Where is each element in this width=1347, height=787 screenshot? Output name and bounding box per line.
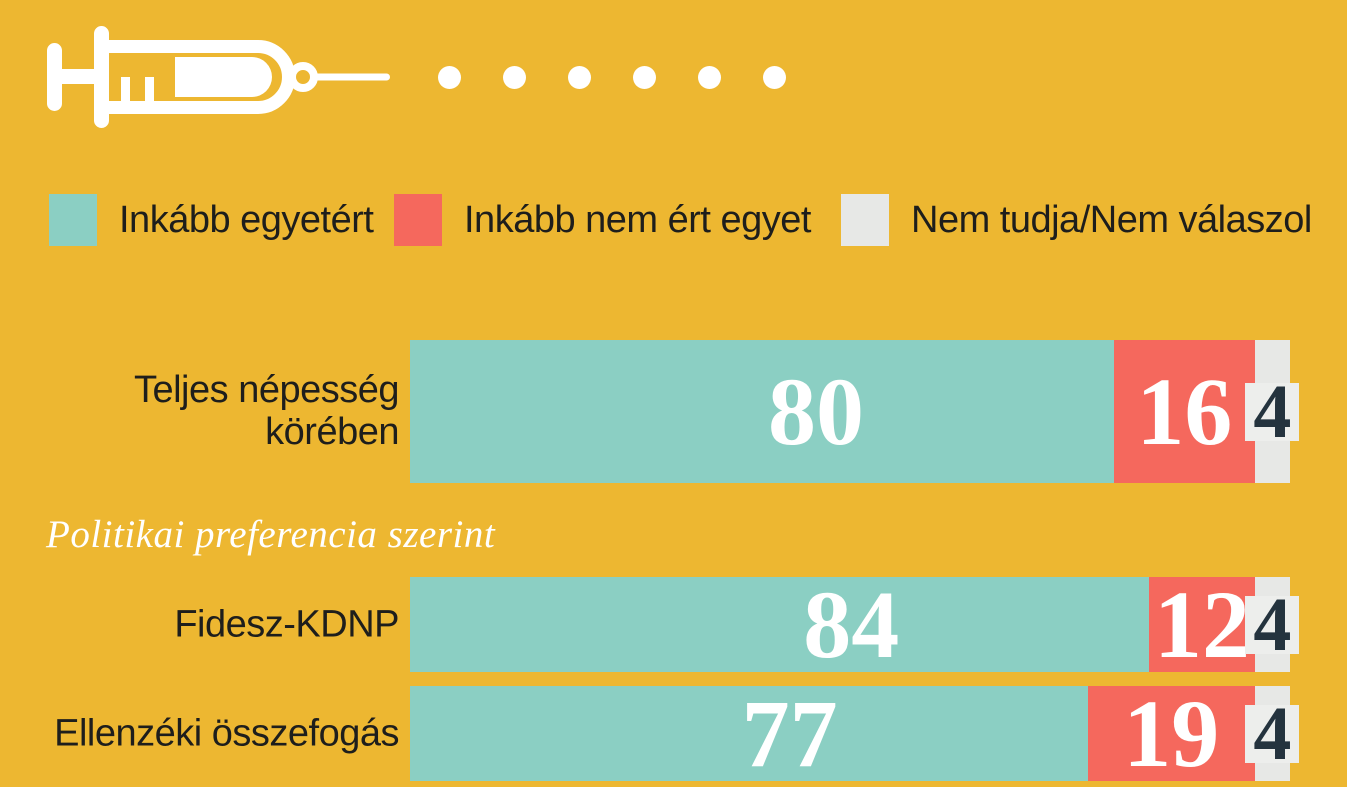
legend-swatch-unknown (841, 194, 889, 246)
row-label-line: Fidesz-KDNP (174, 603, 399, 646)
bar-row-teljes-nepesseg: Teljes népesség körében 80 16 4 (0, 340, 1347, 483)
segment-unknown: 4 (1245, 577, 1300, 672)
segment-agree: 84 (410, 570, 1150, 678)
row-label-line: Teljes népesség (133, 368, 400, 411)
legend-swatch-disagree (394, 194, 442, 246)
value-unknown: 4 (1253, 582, 1292, 667)
bar-track: 84 12 4 (410, 570, 1300, 678)
dot (568, 66, 591, 89)
row-label-line: körében (265, 411, 399, 454)
legend-item-unknown: Nem tudja/Nem válaszol (841, 194, 1312, 246)
dot (503, 66, 526, 89)
value-disagree: 19 (1123, 679, 1220, 787)
unknown-badge: 4 (1245, 587, 1300, 663)
value-unknown: 4 (1253, 369, 1292, 454)
legend-swatch-agree (49, 194, 97, 246)
row-label: Ellenzéki összefogás (0, 712, 399, 755)
segment-disagree: 19 (1087, 679, 1255, 787)
legend-item-disagree: Inkább nem ért egyet (394, 194, 812, 246)
value-disagree: 16 (1136, 357, 1233, 465)
bar-row-ellenzeki-osszefogas: Ellenzéki összefogás 77 19 4 (0, 679, 1347, 787)
segment-disagree: 12 (1149, 570, 1255, 678)
value-agree: 77 (741, 679, 838, 787)
legend-label-agree: Inkább egyetért (119, 198, 374, 241)
value-agree: 84 (803, 570, 900, 678)
segment-unknown: 4 (1245, 686, 1300, 781)
segment-unknown: 4 (1245, 340, 1300, 483)
segment-disagree: 16 (1114, 340, 1255, 483)
value-disagree: 12 (1153, 570, 1250, 678)
row-label-line: Ellenzéki összefogás (54, 712, 399, 755)
section-label: Politikai preferencia szerint (46, 513, 496, 556)
decor-dots (438, 66, 786, 89)
dot (633, 66, 656, 89)
value-unknown: 4 (1253, 691, 1292, 776)
syringe-icon (47, 26, 390, 128)
segment-agree: 80 (410, 340, 1114, 483)
dot (438, 66, 461, 89)
dot (763, 66, 786, 89)
row-label: Teljes népesség körében (0, 368, 400, 455)
bar-row-fidesz-kdnp: Fidesz-KDNP 84 12 4 (0, 570, 1347, 678)
bar-track: 80 16 4 (410, 340, 1300, 483)
dot (698, 66, 721, 89)
value-agree: 80 (768, 357, 864, 465)
legend-item-agree: Inkább egyetért (49, 194, 374, 246)
legend-label-disagree: Inkább nem ért egyet (464, 198, 812, 241)
unknown-badge: 4 (1245, 696, 1300, 772)
legend-label-unknown: Nem tudja/Nem válaszol (911, 198, 1312, 241)
bar-track: 77 19 4 (410, 679, 1300, 787)
infographic-canvas: { "colors": { "background": "#edb731", "… (0, 26, 1347, 781)
row-label: Fidesz-KDNP (0, 603, 399, 646)
segment-agree: 77 (410, 679, 1088, 787)
unknown-badge: 4 (1245, 374, 1300, 450)
